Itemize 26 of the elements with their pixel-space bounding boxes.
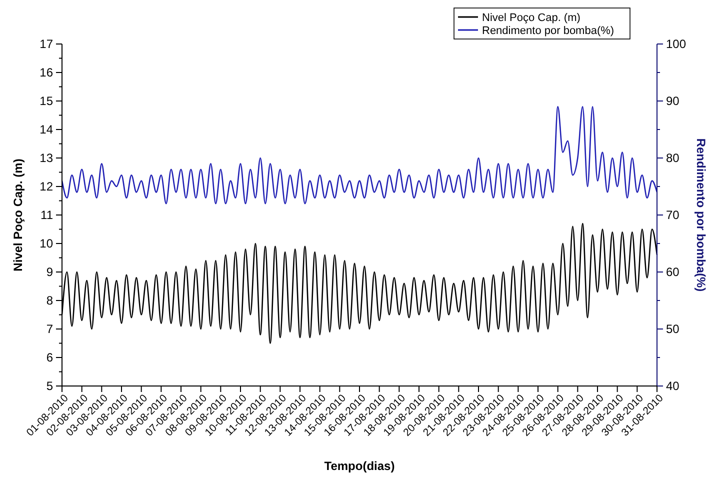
y2-tick-label: 60 — [666, 265, 680, 280]
y-tick-label: 11 — [40, 208, 54, 222]
y2-tick-label: 70 — [666, 208, 680, 222]
y-tick-label: 17 — [40, 37, 54, 52]
y-tick-label: 13 — [40, 151, 54, 166]
y2-tick-label: 50 — [666, 322, 680, 336]
y-tick-label: 15 — [40, 94, 54, 108]
y2-axis-title: Rendimento por bomba(%) — [694, 138, 708, 292]
line-series — [61, 106, 658, 204]
y-tick-label: 14 — [40, 122, 54, 137]
y-tick-label: 10 — [40, 236, 54, 251]
y2-tick-label: 100 — [666, 37, 686, 52]
y2-tick-label: 40 — [666, 379, 680, 394]
y2-tick-label: 90 — [666, 94, 680, 108]
legend-label: Rendimento por bomba(%) — [482, 24, 614, 37]
y-tick-label: 9 — [46, 265, 54, 280]
y-tick-label: 16 — [40, 66, 54, 80]
y2-tick-label: 80 — [666, 151, 680, 166]
x-axis-title: Tempo(dias) — [324, 459, 395, 473]
y-tick-label: 6 — [46, 350, 54, 365]
y-tick-label: 5 — [46, 379, 54, 394]
y-axis-title: Nivel Poço Cap. (m) — [11, 158, 25, 272]
legend-label: Nivel Poço Cap. (m) — [482, 12, 580, 24]
y-tick-label: 7 — [46, 322, 54, 336]
y-tick-label: 8 — [46, 294, 54, 308]
y-tick-label: 12 — [40, 180, 54, 194]
